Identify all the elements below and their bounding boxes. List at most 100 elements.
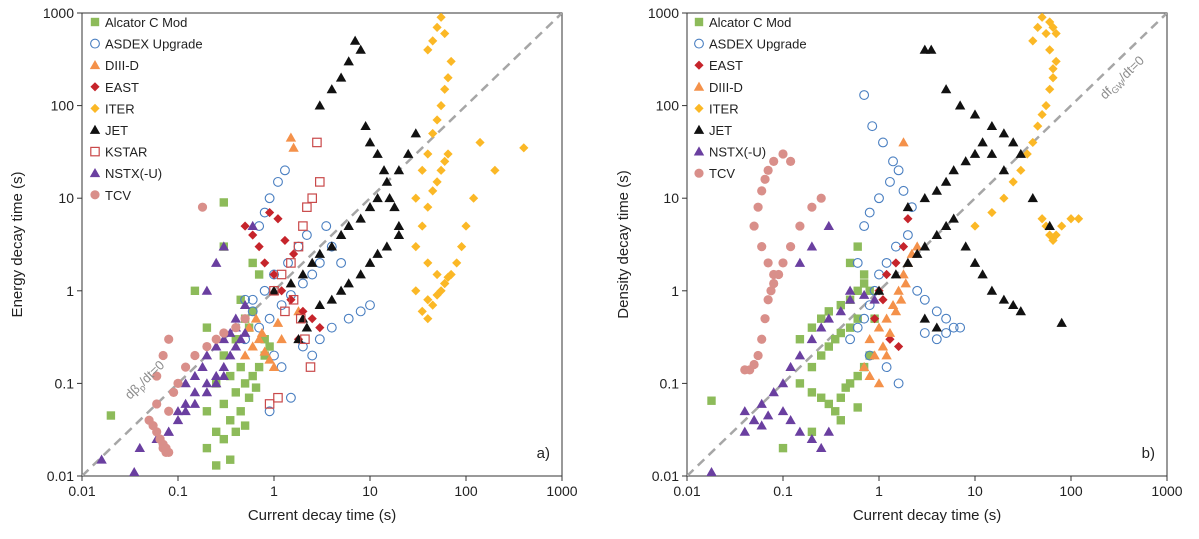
data-point <box>432 269 442 280</box>
data-point <box>248 371 257 381</box>
data-point <box>307 257 318 267</box>
x-axis-label: Current decay time (s) <box>853 507 1001 524</box>
data-point <box>172 415 184 425</box>
legend-marker <box>694 168 704 178</box>
data-point <box>878 137 888 148</box>
data-point <box>315 323 325 333</box>
data-point <box>202 443 212 453</box>
data-point <box>180 378 191 388</box>
data-point <box>1015 148 1027 158</box>
data-point <box>326 322 337 333</box>
data-point <box>248 307 257 316</box>
data-point <box>181 362 191 372</box>
chart-panel-2: 0.01 0.1 1 10 100 1000 0.01 0.1 1 10 100 1000 Curren… <box>615 5 1183 524</box>
legend-label: JET <box>709 123 732 138</box>
data-point <box>436 101 446 111</box>
data-point <box>807 202 817 212</box>
data-point <box>756 420 767 430</box>
data-point <box>286 295 296 305</box>
data-point <box>1008 299 1019 310</box>
data-point <box>941 313 952 324</box>
data-point <box>260 335 269 344</box>
data-point <box>954 100 966 110</box>
y-axis-label: Density decay time (s) <box>615 170 632 318</box>
data-point <box>253 334 265 344</box>
data-point <box>1033 121 1043 131</box>
data-point <box>1015 306 1027 316</box>
data-point <box>432 115 442 125</box>
data-point <box>948 213 959 223</box>
data-point <box>941 328 952 338</box>
data-point <box>201 378 213 388</box>
data-point <box>285 278 297 288</box>
series-nstx-u- <box>706 220 880 476</box>
data-point <box>763 258 773 268</box>
data-point <box>757 334 767 344</box>
data-point <box>423 202 433 212</box>
data-point <box>428 128 438 139</box>
data-point <box>824 342 834 351</box>
data-point <box>1028 137 1038 148</box>
data-point <box>251 383 261 392</box>
data-point <box>831 407 840 416</box>
data-point <box>891 258 901 268</box>
legend-label: ITER <box>709 101 739 116</box>
data-point <box>870 314 880 324</box>
data-point <box>898 242 909 252</box>
data-point <box>440 156 450 166</box>
data-point <box>189 370 201 380</box>
data-point <box>410 128 422 138</box>
data-point <box>795 221 805 231</box>
data-point <box>280 235 290 246</box>
data-point <box>343 313 354 324</box>
data-point <box>760 174 770 184</box>
data-point <box>748 415 760 425</box>
data-point <box>948 165 959 175</box>
data-point <box>378 165 390 175</box>
legend-marker <box>90 146 100 157</box>
data-point <box>824 399 834 409</box>
data-point <box>417 221 427 231</box>
data-point <box>852 257 863 268</box>
data-point <box>393 220 405 230</box>
data-point <box>432 290 442 300</box>
data-point <box>443 272 453 282</box>
data-point <box>769 156 779 166</box>
data-point <box>859 221 870 232</box>
data-point <box>519 143 529 153</box>
data-point <box>807 427 817 437</box>
data-point <box>845 379 855 388</box>
identity-annotation: dfGW/dt=0 <box>1097 53 1149 104</box>
data-point <box>164 406 174 416</box>
data-point <box>364 201 376 212</box>
series-asdex-upgrade <box>845 90 966 389</box>
data-point <box>428 36 438 46</box>
legend-label: ASDEX Upgrade <box>105 37 203 52</box>
data-point <box>268 285 280 295</box>
data-point <box>844 285 856 295</box>
data-point <box>293 241 304 252</box>
series-diii-d <box>239 132 304 371</box>
data-point <box>326 294 337 304</box>
data-point <box>757 242 767 252</box>
data-point <box>884 176 895 187</box>
data-point <box>248 230 258 240</box>
data-point <box>898 269 909 279</box>
data-point <box>219 351 229 360</box>
data-point <box>381 176 393 186</box>
data-point <box>436 13 446 22</box>
data-point <box>212 427 221 437</box>
data-point <box>757 186 767 196</box>
legend-item: NSTX(-U) <box>89 166 162 181</box>
data-point <box>231 323 241 333</box>
data-point <box>423 45 433 55</box>
data-point <box>265 342 274 351</box>
legend-marker <box>90 103 100 113</box>
data-point <box>254 362 264 372</box>
data-point <box>355 306 366 317</box>
data-point <box>845 323 855 332</box>
data-point <box>888 156 898 167</box>
data-point <box>365 300 375 311</box>
data-point <box>457 242 467 252</box>
data-point <box>106 411 116 420</box>
